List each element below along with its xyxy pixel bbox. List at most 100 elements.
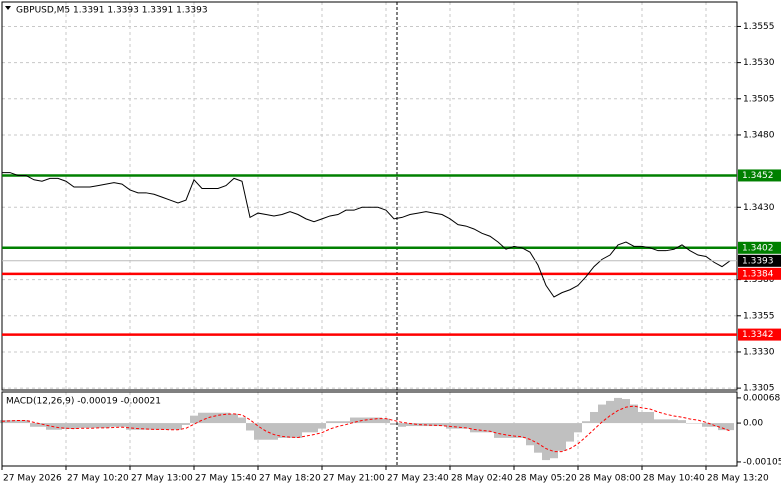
macd-bar bbox=[702, 423, 710, 427]
macd-bar bbox=[718, 423, 726, 431]
x-tick-label: 28 May 08:00 bbox=[579, 474, 641, 484]
macd-bar bbox=[38, 423, 46, 427]
macd-bar bbox=[254, 423, 262, 440]
macd-bar bbox=[110, 423, 118, 427]
y-tick-label: 0.00068 bbox=[743, 393, 780, 403]
macd-bar bbox=[214, 412, 222, 424]
macd-bar bbox=[198, 412, 206, 424]
macd-bar bbox=[102, 423, 110, 428]
macd-bar bbox=[70, 423, 78, 429]
y-tick-label: 1.3555 bbox=[743, 22, 775, 32]
macd-bar bbox=[278, 423, 286, 438]
macd-bar bbox=[166, 423, 174, 430]
macd-bar bbox=[574, 423, 582, 433]
macd-bar bbox=[470, 423, 478, 433]
macd-bar bbox=[486, 423, 494, 433]
level-label-box bbox=[738, 328, 781, 341]
macd-bar bbox=[542, 423, 550, 461]
macd-bar bbox=[590, 411, 598, 424]
level-label-box bbox=[738, 267, 781, 280]
level-label: 1.3452 bbox=[742, 171, 774, 181]
level-label: 1.3342 bbox=[742, 330, 774, 340]
macd-bar bbox=[62, 423, 70, 429]
macd-bar bbox=[534, 423, 542, 453]
macd-bar bbox=[494, 423, 502, 438]
y-tick-label: 1.3305 bbox=[743, 384, 775, 394]
macd-bar bbox=[462, 423, 470, 429]
y-tick-label: 1.3380 bbox=[743, 275, 775, 285]
x-tick-label: 27 May 13:00 bbox=[131, 474, 193, 484]
x-tick-label: 27 May 18:20 bbox=[259, 474, 321, 484]
macd-bar bbox=[526, 423, 534, 446]
macd-bar bbox=[238, 417, 246, 424]
y-tick-label: -0.00105 bbox=[743, 457, 781, 467]
macd-bar bbox=[94, 423, 102, 428]
macd-bar bbox=[654, 419, 662, 424]
macd-bar bbox=[686, 423, 694, 424]
macd-bar bbox=[310, 423, 318, 433]
level-label: 1.3402 bbox=[742, 243, 774, 253]
macd-bar bbox=[390, 423, 398, 425]
macd-bar bbox=[550, 423, 558, 459]
last-price-box bbox=[738, 254, 781, 267]
macd-bar bbox=[302, 423, 310, 433]
macd-bar bbox=[606, 400, 614, 424]
y-tick-label: 0.00 bbox=[743, 419, 763, 429]
macd-bar bbox=[134, 423, 142, 430]
macd-bar bbox=[446, 423, 454, 429]
macd-bar bbox=[662, 419, 670, 424]
signal-line bbox=[1, 405, 731, 453]
macd-bar bbox=[382, 418, 390, 424]
price-frame bbox=[1, 1, 738, 391]
x-tick-label: 27 May 15:40 bbox=[195, 474, 257, 484]
price-line bbox=[2, 172, 731, 298]
macd-bar bbox=[478, 423, 486, 433]
macd-bar bbox=[22, 420, 30, 424]
macd-bar bbox=[86, 423, 94, 428]
macd-bar bbox=[334, 421, 342, 424]
macd-bar bbox=[398, 423, 406, 427]
macd-bar bbox=[286, 423, 294, 438]
y-tick-label: 1.3530 bbox=[743, 58, 775, 68]
macd-bar bbox=[558, 423, 566, 451]
macd-bar bbox=[430, 423, 438, 427]
x-tick-label: 28 May 10:40 bbox=[643, 474, 705, 484]
macd-bar bbox=[510, 423, 518, 438]
y-tick-label: 1.3505 bbox=[743, 94, 775, 104]
macd-bar bbox=[222, 412, 230, 424]
macd-bar bbox=[270, 423, 278, 440]
macd-bar bbox=[630, 404, 638, 424]
macd-bar bbox=[726, 423, 734, 431]
macd-bar bbox=[414, 423, 422, 427]
level-label-box bbox=[738, 169, 781, 182]
level-label: 1.3384 bbox=[742, 269, 774, 279]
macd-bar bbox=[678, 420, 686, 424]
macd-bar bbox=[54, 423, 62, 430]
macd-bar bbox=[190, 415, 198, 424]
y-tick-label: 1.3480 bbox=[743, 130, 775, 140]
macd-bar bbox=[502, 423, 510, 438]
chart-title: GBPUSD,M5 1.3391 1.3393 1.3391 1.3393 bbox=[16, 6, 208, 16]
macd-bar bbox=[246, 423, 254, 431]
x-tick-label: 27 May 23:40 bbox=[387, 474, 449, 484]
macd-bar bbox=[342, 421, 350, 424]
macd-bar bbox=[350, 417, 358, 424]
macd-bar bbox=[78, 423, 86, 428]
macd-bar bbox=[142, 423, 150, 430]
macd-bar bbox=[118, 423, 126, 427]
y-tick-label: 1.3330 bbox=[743, 347, 775, 357]
macd-bar bbox=[230, 413, 238, 424]
macd-bar bbox=[150, 423, 158, 430]
macd-bar bbox=[6, 420, 14, 424]
macd-bar bbox=[46, 423, 54, 430]
macd-bar bbox=[158, 423, 166, 430]
y-tick-label: 1.3430 bbox=[743, 203, 775, 213]
macd-bar bbox=[206, 412, 214, 424]
macd-bar bbox=[646, 411, 654, 424]
x-tick-label: 27 May 21:00 bbox=[323, 474, 385, 484]
macd-bar bbox=[518, 423, 526, 438]
x-tick-label: 27 May 10:20 bbox=[67, 474, 129, 484]
macd-bar bbox=[582, 421, 590, 424]
